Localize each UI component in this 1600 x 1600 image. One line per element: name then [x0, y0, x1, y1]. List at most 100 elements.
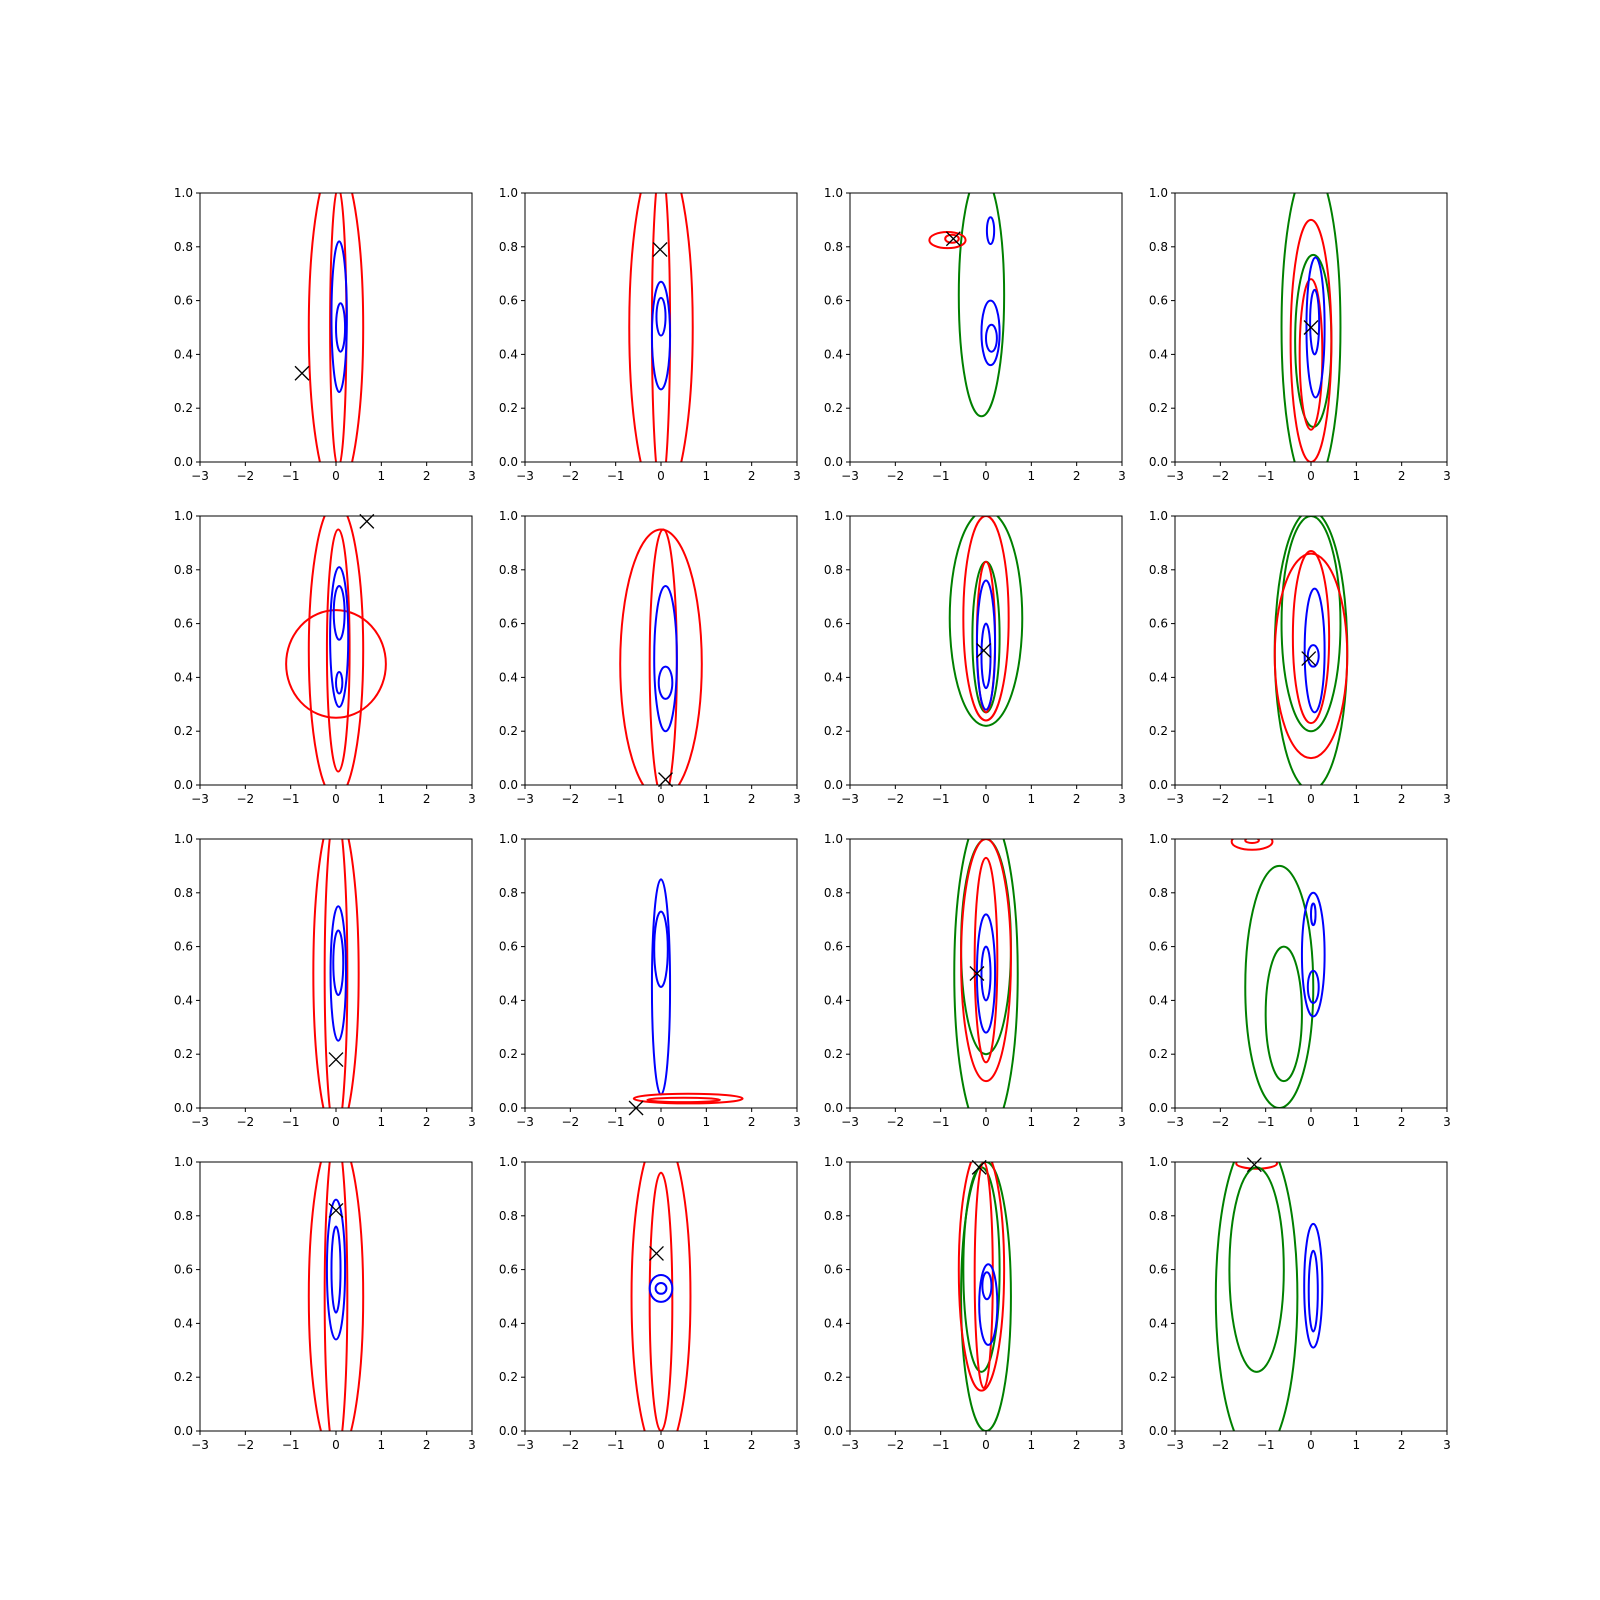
green-contour-line [1228, 1166, 1285, 1373]
x-marker [328, 1052, 344, 1068]
x-tick-label: 1 [1028, 1438, 1036, 1452]
green-contour-line [1214, 1162, 1299, 1431]
x-tick-label: −3 [191, 469, 209, 483]
x-tick-label: −3 [1166, 469, 1184, 483]
y-tick-label: 1.0 [1149, 1155, 1168, 1169]
y-tick-label: 0.4 [174, 993, 193, 1007]
y-tick-label: 0.4 [174, 347, 193, 361]
y-tick-label: 0.0 [174, 778, 193, 792]
x-tick-label: 3 [793, 469, 801, 483]
x-tick-label: −1 [607, 1115, 625, 1129]
blue-contour-line [1306, 644, 1320, 668]
y-tick-label: 0.4 [499, 347, 518, 361]
x-tick-label: 1 [378, 792, 386, 806]
red-contour-line [307, 193, 365, 462]
blue-contour-line [1303, 587, 1326, 714]
x-tick-label: 2 [1073, 1438, 1081, 1452]
x-tick-label: −2 [1211, 469, 1229, 483]
x-tick-label: 1 [1353, 1115, 1361, 1129]
x-tick-label: 3 [468, 1115, 476, 1129]
blue-contour-line [329, 905, 347, 1042]
blue-contour-line [653, 584, 678, 733]
x-tick-label: −2 [236, 1438, 254, 1452]
x-tick-label: −3 [191, 792, 209, 806]
x-tick-label: −2 [561, 792, 579, 806]
x-tick-label: 2 [748, 1115, 756, 1129]
y-tick-label: 0.2 [1149, 401, 1168, 415]
axes-frame [849, 1161, 1123, 1432]
x-tick-label: 2 [423, 469, 431, 483]
red-contour-line [1298, 278, 1324, 431]
x-tick-label: 3 [1118, 792, 1126, 806]
blue-contour-line [975, 579, 997, 711]
x-marker [1246, 1157, 1262, 1173]
x-tick-label: 3 [1443, 1115, 1451, 1129]
plot-area [953, 839, 1019, 1108]
blue-contour-line [978, 1263, 999, 1346]
x-tick-label: 0 [332, 469, 340, 483]
red-contour-line [1230, 839, 1274, 851]
x-tick-label: −3 [516, 1115, 534, 1129]
blue-contour-line [1307, 1249, 1319, 1333]
y-tick-label: 0.8 [499, 240, 518, 254]
x-tick-label: 0 [982, 469, 990, 483]
x-tick-label: 0 [982, 1115, 990, 1129]
x-tick-label: −2 [561, 1438, 579, 1452]
axes-frame [1174, 515, 1448, 786]
y-tick-label: 1.0 [499, 186, 518, 200]
blue-contour-line [648, 1273, 674, 1303]
x-marker [969, 966, 985, 981]
x-tick-label: −2 [1211, 1438, 1229, 1452]
blue-contour-line [332, 584, 346, 641]
x-tick-label: 1 [703, 1438, 711, 1452]
y-tick-label: 0.8 [1149, 1209, 1168, 1223]
y-tick-label: 0.2 [1149, 724, 1168, 738]
y-tick-label: 1.0 [499, 832, 518, 846]
x-tick-label: −2 [236, 1115, 254, 1129]
green-contour-line [957, 193, 1006, 418]
y-tick-label: 0.6 [824, 294, 843, 308]
y-tick-label: 0.8 [174, 886, 193, 900]
y-tick-label: 0.8 [1149, 240, 1168, 254]
blue-contour-line [655, 296, 667, 337]
x-tick-label: 0 [332, 1438, 340, 1452]
y-tick-label: 0.6 [499, 294, 518, 308]
y-tick-label: 1.0 [174, 1155, 193, 1169]
x-tick-label: 1 [703, 792, 711, 806]
red-contour-line [632, 1092, 744, 1105]
x-tick-label: 0 [657, 1438, 665, 1452]
x-tick-label: 1 [378, 1438, 386, 1452]
x-marker [359, 513, 375, 529]
green-contour-line [962, 1166, 1001, 1373]
green-contour-line [953, 839, 1019, 1108]
plot-area [312, 839, 360, 1108]
plot-area [307, 193, 365, 462]
plot-area [1280, 193, 1342, 462]
red-contour-line [307, 516, 365, 785]
red-contour-line [323, 1162, 349, 1431]
axes-frame [849, 838, 1123, 1109]
panel-1-4: −3 −2 −1 0 1 2 3 0.0 0.2 0.4 0.6 0.8 1.0 [1149, 186, 1451, 483]
blue-contour-line [330, 1225, 342, 1314]
panel-2-2: −3 −2 −1 0 1 2 3 0.0 0.2 0.4 0.6 0.8 1.0 [499, 509, 801, 806]
red-contour-line [973, 856, 999, 1064]
x-marker [971, 1159, 987, 1175]
x-tick-label: 0 [332, 1115, 340, 1129]
y-tick-label: 0.2 [824, 724, 843, 738]
x-tick-label: 2 [423, 792, 431, 806]
x-tick-label: 2 [1073, 469, 1081, 483]
x-tick-label: −1 [607, 469, 625, 483]
x-tick-label: 2 [1398, 1115, 1406, 1129]
blue-contour-line [980, 299, 1001, 367]
y-tick-label: 0.8 [1149, 563, 1168, 577]
plot-area [948, 516, 1024, 727]
x-tick-label: −1 [1257, 1115, 1275, 1129]
y-tick-label: 0.4 [1149, 670, 1168, 684]
x-tick-label: −1 [607, 792, 625, 806]
y-tick-label: 0.0 [1149, 1101, 1168, 1115]
panel-3-2: −3 −2 −1 0 1 2 3 0.0 0.2 0.4 0.6 0.8 1.0 [499, 832, 801, 1129]
x-tick-label: 1 [1353, 469, 1361, 483]
y-tick-label: 1.0 [174, 186, 193, 200]
green-contour-line [1280, 193, 1342, 462]
y-tick-label: 0.4 [824, 347, 843, 361]
